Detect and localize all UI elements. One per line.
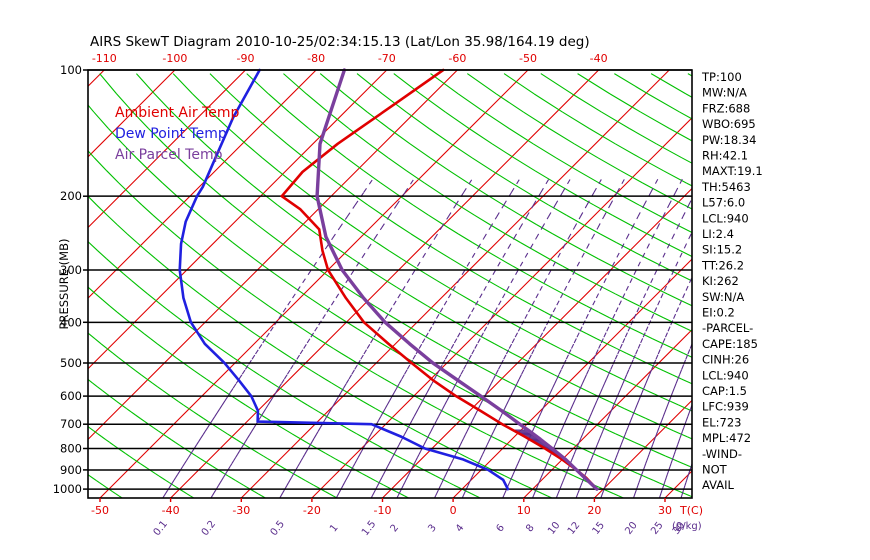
parameter-item: KI:262 (702, 274, 739, 288)
parameter-item: SW:N/A (702, 290, 744, 304)
mixing-ratio-tick: 2 (389, 523, 402, 535)
top-temp-tick: -110 (92, 52, 117, 65)
pressure-axis: 100 200 300 400 500 600 700 800 900 1000 (53, 63, 88, 496)
parameter-item: MW:N/A (702, 86, 747, 100)
isotherm-lines (87, 69, 693, 499)
top-temp-tick: -90 (237, 52, 255, 65)
parameter-item: SI:15.2 (702, 243, 742, 257)
parameter-item: -WIND- (702, 447, 742, 461)
top-temp-tick: -50 (519, 52, 537, 65)
pressure-tick: 100 (60, 63, 82, 77)
mixing-ratio-tick: 6 (494, 523, 507, 535)
pressure-tick: 1000 (53, 482, 82, 496)
parameter-item: CAP:1.5 (702, 384, 747, 398)
bottom-temp-tick: 30 (658, 504, 672, 517)
parameter-item: RH:42.1 (702, 149, 748, 163)
dry-adiabat-lines (87, 73, 693, 499)
parameter-item: CINH:26 (702, 353, 749, 367)
parameter-item: TH:5463 (701, 180, 751, 194)
top-temp-tick: -60 (448, 52, 466, 65)
parameter-item: EI:0.2 (702, 306, 735, 320)
legend-dewpoint: Dew Point Temp (115, 126, 227, 142)
mixing-ratio-lines (162, 178, 693, 499)
page-title: AIRS SkewT Diagram 2010-10-25/02:34:15.1… (90, 34, 590, 50)
pressure-tick: 300 (60, 263, 82, 277)
parameter-item: AVAIL (702, 478, 735, 492)
parameter-item: PW:18.34 (702, 133, 756, 147)
bottom-temp-tick: -10 (374, 504, 392, 517)
bottom-temp-tick: 10 (517, 504, 531, 517)
legend-parcel: Air Parcel Temp (115, 147, 223, 163)
parameter-item: LCL:940 (702, 211, 749, 225)
parameter-item: LFC:939 (702, 400, 749, 414)
mixing-ratio-tick: 8 (524, 523, 537, 535)
parameter-item: TT:26.2 (701, 258, 744, 272)
parameter-item: TP:100 (701, 70, 742, 84)
mixing-ratio-axis-label: (g/kg) (672, 521, 702, 532)
temperature-axis-label: T(C) (679, 504, 703, 517)
pressure-tick: 600 (60, 389, 82, 403)
bottom-temp-tick: -30 (232, 504, 250, 517)
parameter-item: WBO:695 (702, 117, 756, 131)
pressure-tick: 900 (60, 463, 82, 477)
legend-ambient: Ambient Air Temp (115, 105, 240, 121)
bottom-temp-tick: 20 (587, 504, 601, 517)
top-temp-tick: -40 (590, 52, 608, 65)
pressure-tick: 700 (60, 417, 82, 431)
pressure-axis-label: PRESSURE (MB) (57, 239, 71, 330)
parameter-item: MAXT:19.1 (702, 164, 763, 178)
top-temp-tick: -70 (378, 52, 396, 65)
pressure-tick: 800 (60, 442, 82, 456)
pressure-tick: 500 (60, 356, 82, 370)
parameter-item: L57:6.0 (702, 196, 745, 210)
mixing-ratio-tick: 4 (454, 523, 467, 535)
parameter-item: MPL:472 (702, 431, 751, 445)
parameter-item: NOT (702, 463, 728, 477)
pressure-tick: 400 (60, 315, 82, 329)
parameter-item: LI:2.4 (702, 227, 734, 241)
plot-frame (87, 69, 693, 499)
legend: Ambient Air Temp Dew Point Temp Air Parc… (115, 105, 240, 163)
top-temperature-axis: -110 -100 -90 -80 -70 -60 -50 -40 (92, 52, 608, 65)
mixing-ratio-tick: 1 (328, 523, 341, 535)
parameter-item: CAPE:185 (702, 337, 758, 351)
pressure-tick: 200 (60, 189, 82, 203)
bottom-temp-tick: 0 (450, 504, 457, 517)
mixing-ratio-tick: 3 (426, 523, 439, 535)
parameter-item: EL:723 (702, 415, 742, 429)
bottom-temp-tick: -50 (91, 504, 109, 517)
bottom-temp-tick: -20 (303, 504, 321, 517)
parameter-item: -PARCEL- (702, 321, 753, 335)
top-temp-tick: -100 (162, 52, 187, 65)
top-temp-tick: -80 (307, 52, 325, 65)
bottom-temp-tick: -40 (162, 504, 180, 517)
sounding-traces (178, 68, 599, 491)
bottom-temperature-axis: -50 -40 -30 -20 -10 0 10 20 30 (91, 498, 672, 517)
parameter-item: LCL:940 (702, 368, 749, 382)
parameter-item: FRZ:688 (702, 101, 750, 115)
